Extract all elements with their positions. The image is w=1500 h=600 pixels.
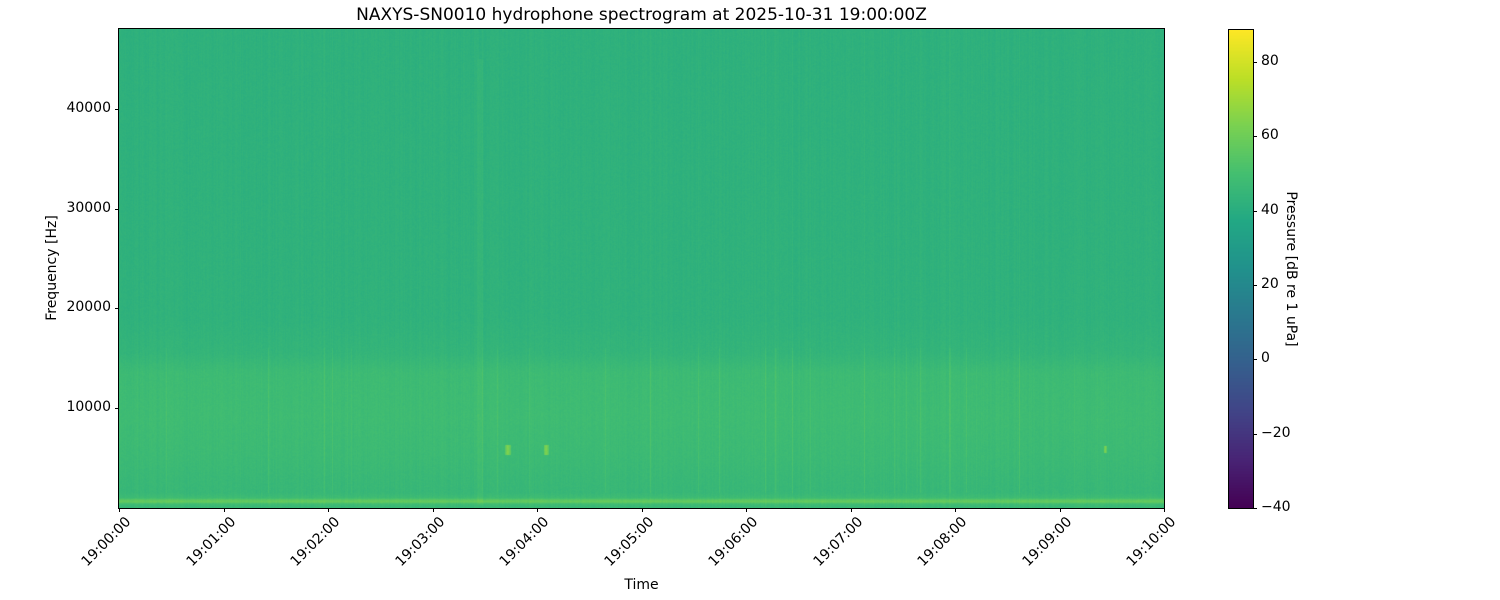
x-axis-label: Time	[624, 577, 659, 593]
x-tick-mark	[537, 508, 538, 512]
x-tick-label: 19:00:00	[78, 514, 135, 570]
colorbar-tick-mark	[1253, 508, 1257, 509]
x-tick-mark	[746, 508, 747, 512]
x-tick-label: 19:10:00	[1123, 514, 1180, 570]
y-tick-label: 20000	[66, 299, 111, 316]
colorbar-tick-mark	[1253, 359, 1257, 361]
spectrogram-heatmap	[119, 29, 1164, 508]
x-tick-mark	[432, 508, 434, 512]
colorbar-tick-label: 40	[1261, 201, 1279, 218]
y-tick-label: 10000	[66, 399, 111, 416]
colorbar-tick-mark	[1253, 210, 1257, 212]
x-tick-label: 19:05:00	[601, 514, 657, 570]
y-tick-mark	[115, 408, 119, 410]
x-tick-label: 19:02:00	[287, 514, 344, 570]
x-tick-mark	[1164, 508, 1165, 512]
x-tick-mark	[328, 508, 329, 512]
colorbar-tick-label: 0	[1261, 350, 1270, 367]
x-tick-mark	[641, 508, 643, 512]
y-axis-label: Frequency [Hz]	[44, 215, 60, 321]
x-tick-mark	[119, 508, 120, 512]
x-tick-mark	[850, 508, 852, 512]
x-tick-mark	[1059, 508, 1061, 512]
colorbar-tick-mark	[1253, 433, 1257, 435]
colorbar-label: Pressure [dB re 1 uPa]	[1283, 191, 1299, 347]
y-tick-label: 30000	[66, 199, 111, 216]
x-tick-label: 19:03:00	[392, 514, 448, 570]
y-tick-label: 40000	[66, 99, 111, 116]
colorbar-tick-label: 80	[1261, 52, 1279, 69]
x-tick-label: 19:09:00	[1019, 514, 1075, 570]
x-tick-label: 19:01:00	[183, 514, 239, 570]
colorbar-tick-label: −20	[1261, 424, 1291, 441]
colorbar-tick-label: 60	[1261, 127, 1279, 144]
y-tick-mark	[115, 108, 119, 110]
x-tick-mark	[955, 508, 956, 512]
chart-title: NAXYS-SN0010 hydrophone spectrogram at 2…	[356, 5, 927, 25]
y-tick-mark	[115, 208, 119, 210]
colorbar-tick-label: −40	[1261, 499, 1291, 515]
colorbar-tick-mark	[1253, 136, 1257, 138]
x-tick-mark	[223, 508, 225, 512]
y-tick-mark	[115, 308, 119, 310]
colorbar-tick-mark	[1253, 284, 1257, 286]
x-tick-label: 19:06:00	[705, 514, 762, 570]
spectrogram-plot-area	[118, 28, 1165, 509]
colorbar-tick-mark	[1253, 61, 1257, 63]
colorbar	[1228, 29, 1254, 509]
x-tick-label: 19:04:00	[496, 514, 553, 570]
colorbar-tick-label: 20	[1261, 275, 1279, 292]
colorbar-gradient	[1229, 30, 1253, 508]
x-tick-label: 19:07:00	[810, 514, 866, 570]
x-tick-label: 19:08:00	[914, 514, 971, 570]
